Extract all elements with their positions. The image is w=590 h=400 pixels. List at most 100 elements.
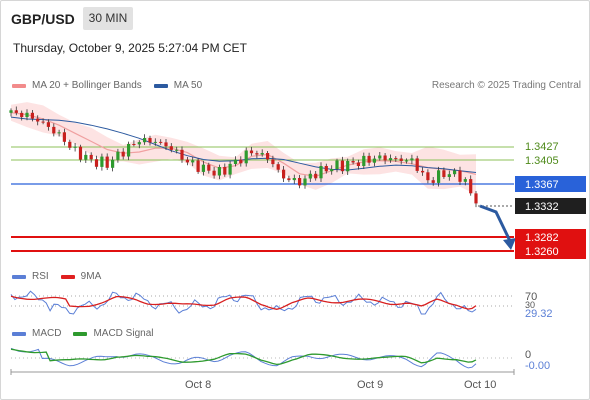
- candle-body: [469, 179, 473, 194]
- candle: [9, 108, 13, 117]
- candle: [287, 175, 291, 183]
- candle-body: [383, 155, 387, 161]
- candle-body: [233, 159, 238, 164]
- candle-body: [84, 154, 88, 160]
- candle: [239, 156, 243, 167]
- candle-body: [453, 170, 457, 175]
- candle: [255, 150, 259, 159]
- candle: [458, 166, 462, 185]
- candle: [14, 106, 18, 116]
- candle-body: [335, 160, 339, 169]
- x-label-oct9: Oct 9: [357, 379, 383, 391]
- candle: [137, 140, 141, 149]
- candle-body: [180, 149, 184, 160]
- candle: [169, 143, 173, 153]
- candle: [421, 167, 425, 176]
- x-label-oct10: Oct 10: [464, 379, 496, 391]
- candle-body: [153, 141, 157, 143]
- candle: [249, 146, 254, 156]
- candle: [303, 175, 307, 189]
- macd-signal-line: [10, 348, 477, 366]
- legend-macd: MACD: [12, 328, 61, 339]
- legend-9ma-label: 9MA: [80, 271, 102, 282]
- candle-body: [249, 150, 254, 154]
- rsi-value-label: 29.32: [525, 308, 553, 320]
- candle-body: [367, 155, 371, 163]
- candle-body: [463, 179, 467, 182]
- candle: [399, 154, 403, 165]
- candle: [207, 162, 211, 174]
- candle-body: [169, 146, 173, 150]
- candle-body: [68, 141, 72, 148]
- candle-body: [271, 159, 275, 165]
- candle-body: [388, 158, 393, 161]
- candle: [319, 162, 323, 182]
- candle: [453, 168, 457, 177]
- candle: [84, 151, 88, 163]
- support-label-2: 1.3260: [525, 246, 559, 258]
- candle: [25, 109, 29, 121]
- candle: [185, 157, 189, 166]
- macd-panel: 0 -0.00: [10, 347, 550, 372]
- candle: [100, 153, 104, 171]
- x-axis: Oct 8 Oct 9 Oct 10: [10, 369, 515, 391]
- support-badge-1: [515, 229, 586, 245]
- candle: [46, 119, 50, 131]
- candle: [62, 128, 66, 146]
- forecast-arrow-line: [479, 204, 512, 242]
- candle-body: [319, 166, 323, 179]
- candle-body: [474, 193, 478, 204]
- candle-body: [362, 155, 366, 166]
- candle: [426, 169, 430, 184]
- candle: [308, 170, 312, 182]
- candle-body: [191, 160, 195, 163]
- candle-body: [287, 178, 291, 181]
- candle: [41, 118, 45, 125]
- last-price-label: 1.3332: [525, 201, 559, 213]
- legend-ma20: MA 20 + Bollinger Bands: [12, 80, 142, 91]
- candle: [121, 148, 125, 160]
- candle: [127, 141, 131, 161]
- candle-body: [116, 151, 120, 160]
- candle-body: [111, 159, 115, 168]
- candle-body: [57, 132, 61, 134]
- candle-body: [132, 144, 136, 145]
- candle-body: [458, 170, 462, 182]
- macd-swatch: [12, 331, 26, 336]
- candle-body: [137, 142, 141, 145]
- macd-legend: MACD MACD Signal: [12, 328, 165, 339]
- resistance-label-1: 1.3427: [525, 141, 559, 153]
- candle-body: [46, 122, 50, 127]
- pivot-badge: [515, 176, 586, 192]
- candle: [148, 135, 152, 146]
- candle: [57, 129, 61, 137]
- candle: [415, 155, 419, 173]
- candle: [437, 166, 441, 187]
- candle: [292, 174, 296, 184]
- price-levels: [11, 146, 514, 252]
- candle: [228, 161, 232, 179]
- candle: [52, 123, 56, 137]
- candlesticks: [9, 106, 478, 208]
- candle-body: [100, 156, 104, 167]
- candle-body: [431, 180, 435, 183]
- candle-body: [159, 141, 163, 143]
- rsi-swatch: [12, 274, 26, 279]
- candle-body: [73, 146, 77, 148]
- candle: [20, 110, 24, 121]
- candle: [116, 148, 120, 163]
- candle-body: [292, 178, 296, 181]
- legend-macd-label: MACD: [32, 328, 62, 339]
- candle: [378, 152, 382, 161]
- candle: [73, 143, 77, 152]
- candle-body: [52, 126, 56, 134]
- candle-body: [298, 178, 302, 186]
- candle-body: [340, 160, 344, 172]
- candle-body: [244, 150, 248, 164]
- candle-body: [378, 155, 382, 159]
- legend-rsi: RSI: [12, 271, 49, 282]
- timeframe-button[interactable]: 30 MIN: [83, 7, 133, 30]
- ma20-line: [10, 112, 477, 177]
- main-legend: MA 20 + Bollinger Bands MA 50: [12, 80, 214, 91]
